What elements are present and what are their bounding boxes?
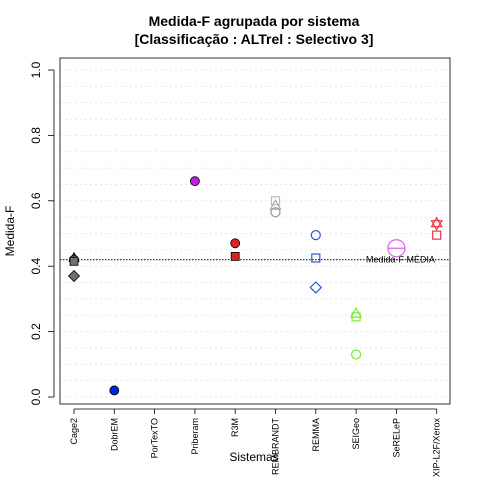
x-tick-label: REMMA [311,418,321,452]
x-tick-label: PorTexTO [150,418,160,458]
y-axis-label: Medida-F [3,206,17,257]
data-point-square [270,196,281,206]
data-point-square [311,253,321,263]
x-tick-label: XIP-L2F/Xerox [432,418,442,478]
x-tick-label: R3M [230,418,240,437]
y-tick-label: 0.8 [29,127,43,144]
chart-title: Medida-F agrupada por sistema [149,13,360,29]
y-tick-label: 1.0 [29,61,43,78]
data-point-circle [310,230,321,241]
data-point-star-inner [430,220,443,231]
data-point-circle [109,385,120,396]
x-tick-label: SeRELeP [391,418,401,458]
data-point-circle [189,176,200,187]
data-point-diamond [67,269,81,283]
x-tick-label: DobrEM [109,418,119,451]
y-tick-label: 0.2 [29,323,43,340]
points-layer [67,176,443,396]
data-point-star [430,216,443,228]
data-point-circle [351,349,362,360]
data-point-triangle [269,198,282,210]
data-point-diamond [309,281,323,294]
x-tick-label: Priberam [190,418,200,455]
x-tick-label: Cage2 [69,418,79,445]
x-tick-label: SEIGeo [351,418,361,450]
reference-line-label: Medida-F MÉDIA [366,255,435,265]
reference-line-group: Medida-F MÉDIA [60,255,450,265]
data-point-circle [270,207,281,218]
plot-frame [59,57,451,405]
y-tick-label: 0.4 [29,258,43,275]
y-axis: 0.0 0.2 0.4 0.6 0.8 1.0 [29,61,55,405]
x-axis: Cage2 DobrEM PorTexTO Priberam R3M REMBRANDT R… [69,408,442,478]
y-tick-label: 0.0 [29,388,43,405]
y-tick-label: 0.6 [29,192,43,209]
data-point-square [69,256,79,266]
data-point-square [432,230,442,240]
data-point-square [351,312,361,322]
chart-subtitle: [Classificação : ALTrel : Selectivo 3] [135,31,374,47]
grid-layer [60,69,450,398]
data-point-circle [230,238,241,249]
data-point-square [230,251,240,261]
x-tick-label: REMBRANDT [271,418,281,476]
x-axis-label: Sistemas [229,450,278,464]
